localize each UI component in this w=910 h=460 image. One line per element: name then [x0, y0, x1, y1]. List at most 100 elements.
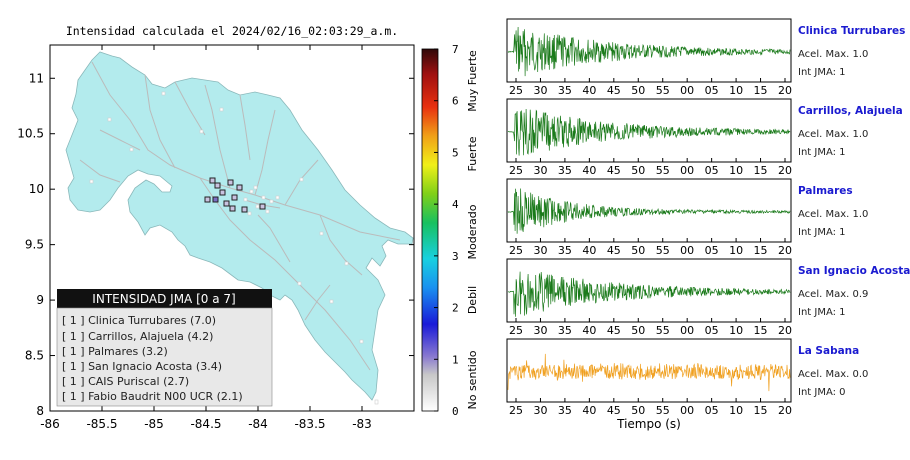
legend-item: [ 1 ] Fabio Baudrit N00 UCR (2.1): [62, 390, 243, 403]
colorbar-tick-label: 7: [452, 43, 459, 56]
time-tick-label: 15: [754, 404, 768, 417]
time-tick-label: 50: [631, 324, 645, 337]
station-marker[interactable]: [236, 184, 243, 191]
waveform-trace: [507, 271, 791, 317]
time-tick-label: 55: [656, 404, 670, 417]
time-tick-label: 45: [607, 404, 621, 417]
station-int-jma: Int JMA: 1: [798, 307, 846, 318]
time-tick-label: 25: [509, 324, 523, 337]
station-marker[interactable]: [212, 196, 219, 203]
station-name: Carrillos, Alajuela: [798, 105, 903, 117]
time-tick-label: 00: [680, 244, 694, 257]
legend-item: [ 1 ] Palmares (3.2): [62, 345, 168, 358]
y-tick-label: 9.5: [25, 238, 44, 252]
station-marker[interactable]: [231, 194, 238, 201]
station-marker[interactable]: [229, 205, 236, 212]
time-tick-label: 20: [778, 324, 792, 337]
town-markers: [89, 91, 379, 405]
station-marker[interactable]: [214, 182, 221, 189]
legend-item: [ 1 ] San Ignacio Acosta (3.4): [62, 360, 222, 373]
time-tick-label: 35: [558, 84, 572, 97]
time-tick-label: 30: [533, 84, 547, 97]
colorbar-label: No sentido: [466, 350, 479, 409]
time-tick-label: 05: [705, 324, 719, 337]
station-marker[interactable]: [241, 206, 248, 213]
time-tick-label: 10: [729, 404, 743, 417]
station-marker[interactable]: [259, 203, 266, 210]
time-tick-label: 55: [656, 244, 670, 257]
colorbar-tick-label: 1: [452, 353, 459, 366]
colorbar-tick-label: 4: [452, 198, 459, 211]
time-tick-label: 10: [729, 244, 743, 257]
legend-title: INTENSIDAD JMA [0 a 7]: [92, 292, 235, 306]
station-acel-max: Acel. Max. 0.0: [798, 369, 868, 380]
station-marker[interactable]: [223, 200, 230, 207]
x-tick-label: -85: [144, 417, 164, 431]
colorbar-labels: Muy Fuerte Fuerte Moderado Debil No sent…: [466, 50, 479, 410]
station-marker[interactable]: [219, 189, 226, 196]
y-tick-label: 10.5: [17, 127, 44, 141]
time-tick-label: 40: [582, 324, 596, 337]
station-int-jma: Int JMA: 1: [798, 147, 846, 158]
colorbar-tick-label: 2: [452, 302, 459, 315]
time-tick-label: 15: [754, 324, 768, 337]
station-name: La Sabana: [798, 345, 859, 357]
station-name: San Ignacio Acosta: [798, 265, 910, 277]
time-tick-label: 20: [778, 404, 792, 417]
time-tick-label: 40: [582, 84, 596, 97]
station-marker[interactable]: [209, 177, 216, 184]
legend-header: [57, 289, 272, 308]
time-tick-label: 30: [533, 164, 547, 177]
seismogram: 25 30 35 40 45 50 55 00 05 10 15 20 Carrillos, Alaju…: [506, 98, 903, 177]
intensity-colorbar: 7 6 5 4 3 2 1 0 Muy Fuerte Fuerte Moderado Debi…: [421, 43, 479, 418]
seismogram: 25 30 35 40 45 50 55 00 05 10 15 20 Clinica Turrubar…: [506, 18, 905, 97]
legend-body: [56, 307, 273, 407]
map-title: Intensidad calculada el 2024/02/16_02:03…: [66, 24, 398, 38]
colorbar-tick-label: 0: [452, 405, 459, 418]
x-tick-label: -86: [40, 417, 60, 431]
time-tick-label: 40: [582, 164, 596, 177]
y-tick-label: 8.5: [25, 349, 44, 363]
time-tick-label: 55: [656, 164, 670, 177]
x-tick-label: -83.5: [294, 417, 325, 431]
time-tick-label: 00: [680, 404, 694, 417]
time-axis-label: Tiempo (s): [616, 417, 681, 431]
y-tick-label: 8: [36, 404, 44, 418]
map-frame: [49, 44, 415, 412]
seismogram: 25 30 35 40 45 50 55 00 05 10 15 20 La Sabana Acel. M…: [506, 338, 868, 417]
time-tick-label: 05: [705, 404, 719, 417]
time-tick-label: 45: [607, 164, 621, 177]
time-tick-label: 50: [631, 84, 645, 97]
time-tick-label: 25: [509, 84, 523, 97]
time-tick-label: 25: [509, 244, 523, 257]
time-tick-label: 30: [533, 244, 547, 257]
time-tick-label: 10: [729, 324, 743, 337]
time-tick-label: 00: [680, 164, 694, 177]
time-tick-label: 50: [631, 164, 645, 177]
time-tick-label: 25: [509, 404, 523, 417]
station-markers: [204, 177, 266, 213]
time-tick-label: 55: [656, 324, 670, 337]
time-tick-label: 10: [729, 164, 743, 177]
seismogram-panel: 25 30 35 40 45 50 55 00 05 10 15 20 Clinica Turrubar…: [506, 18, 910, 431]
time-tick-label: 35: [558, 164, 572, 177]
station-marker[interactable]: [204, 196, 211, 203]
time-tick-label: 15: [754, 244, 768, 257]
legend-item: [ 1 ] Clinica Turrubares (7.0): [62, 314, 216, 327]
time-tick-label: 00: [680, 324, 694, 337]
station-marker[interactable]: [227, 179, 234, 186]
time-tick-label: 05: [705, 164, 719, 177]
time-tick-label: 35: [558, 244, 572, 257]
colorbar-gradient: [421, 48, 439, 412]
y-tick-label: 10: [29, 182, 44, 196]
time-tick-label: 55: [656, 84, 670, 97]
y-tick-label: 9: [36, 293, 44, 307]
x-tick-label: -84: [248, 417, 268, 431]
station-acel-max: Acel. Max. 0.9: [798, 289, 868, 300]
time-tick-label: 30: [533, 404, 547, 417]
map-axes: -86 -85.5 -85 -84.5 -84 -83.5 -83 8 8.5 9 9.5 10 10.…: [17, 45, 414, 431]
time-tick-label: 20: [778, 84, 792, 97]
y-tick-label: 11: [29, 71, 44, 85]
time-tick-label: 45: [607, 84, 621, 97]
